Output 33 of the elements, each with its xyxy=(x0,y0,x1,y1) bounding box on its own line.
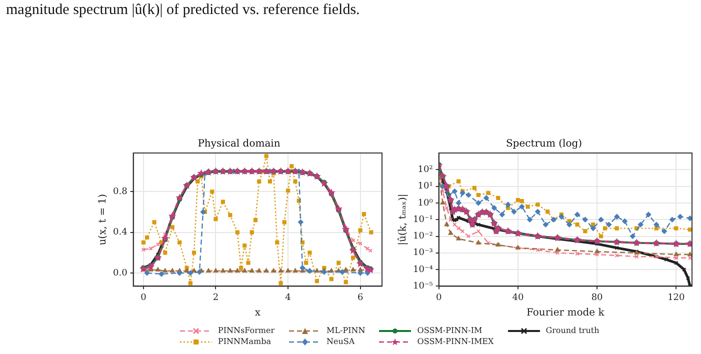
legend-label: Ground truth xyxy=(546,326,600,335)
x-axis-title: x xyxy=(254,308,261,319)
x-tick-label: 4 xyxy=(285,292,292,303)
y-tick-label: 0.8 xyxy=(112,186,128,197)
legend-label: PINNMamba xyxy=(218,337,271,346)
x-tick-label: 40 xyxy=(512,292,524,303)
x-axis-title: Fourier mode k xyxy=(526,308,606,319)
y-tick-label: 0.0 xyxy=(112,268,128,278)
legend-label: OSSM-PINN-IM xyxy=(417,326,482,335)
y-tick-label: 10⁰ xyxy=(418,198,434,208)
x-tick-label: 0 xyxy=(140,292,147,303)
y-tick-label: 10² xyxy=(418,164,434,175)
x-tick-label: 0 xyxy=(436,292,442,303)
chart-title: Spectrum (log) xyxy=(506,138,582,150)
text: magnitude spectrum |û(k)| of predicted vs. reference fields. xyxy=(6,2,360,19)
x-tick-label: 120 xyxy=(668,292,686,303)
x-tick-label: 80 xyxy=(591,292,604,303)
legend-label: NeuSA xyxy=(326,337,355,346)
legend-label: PINNsFormer xyxy=(218,326,275,335)
legend-label: OSSM-PINN-IMEX xyxy=(417,337,494,346)
y-tick-label: 10⁻⁴ xyxy=(413,264,434,275)
y-axis-title: |û(k, tₘₐₓ)| xyxy=(398,194,409,246)
x-tick-label: 6 xyxy=(357,292,364,303)
y-tick-label: 0.4 xyxy=(112,228,128,238)
y-tick-label: 10⁻³ xyxy=(413,248,434,258)
legend-label: ML-PINN xyxy=(326,326,366,335)
y-tick-label: 10⁻⁵ xyxy=(413,282,434,292)
y-tick-label: 10⁻² xyxy=(413,232,434,242)
x-tick-label: 2 xyxy=(212,292,219,303)
chart-title: Physical domain xyxy=(198,138,281,150)
y-axis-title: u(x, t = 1) xyxy=(98,194,109,246)
y-tick-label: 10⁻¹ xyxy=(413,214,433,225)
y-tick-label: 10¹ xyxy=(418,182,433,192)
